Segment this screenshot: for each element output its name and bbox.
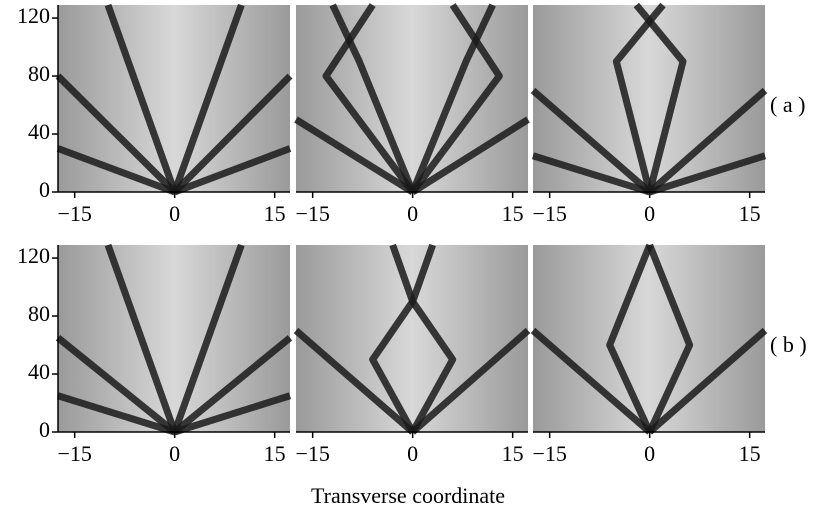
beam bbox=[633, 2, 687, 193]
panel: −15 0 15 0 40 80 120 bbox=[17, 3, 293, 226]
x-tick-label: 0 bbox=[644, 441, 655, 466]
beam bbox=[171, 243, 245, 434]
beam bbox=[409, 3, 496, 194]
beam bbox=[56, 145, 176, 196]
beam bbox=[329, 3, 416, 194]
x-tick-label: 0 bbox=[407, 441, 418, 466]
y-tick-label: 80 bbox=[28, 301, 50, 326]
beam bbox=[104, 243, 178, 434]
beam bbox=[530, 87, 652, 195]
x-tick-label: 15 bbox=[502, 441, 524, 466]
beam bbox=[322, 3, 416, 195]
beam bbox=[606, 243, 653, 434]
x-tick-label: 0 bbox=[169, 201, 180, 226]
beam bbox=[173, 392, 292, 436]
density-map bbox=[533, 5, 765, 192]
beam bbox=[410, 116, 530, 195]
beam bbox=[56, 392, 176, 436]
x-tick-label: 15 bbox=[264, 441, 286, 466]
panel: −15 0 15 bbox=[293, 243, 531, 466]
density-map bbox=[533, 245, 765, 432]
beam bbox=[531, 152, 651, 196]
y-tick-label: 120 bbox=[17, 243, 50, 268]
y-tick-label: 80 bbox=[28, 61, 50, 86]
beam bbox=[409, 3, 503, 195]
panel: −15 0 15 bbox=[530, 2, 768, 226]
beam bbox=[646, 243, 694, 434]
x-tick-label: −15 bbox=[57, 201, 91, 226]
panel: −15 0 15 bbox=[530, 243, 768, 466]
y-tick-label: 40 bbox=[28, 359, 50, 384]
beam bbox=[647, 327, 768, 435]
beam bbox=[104, 3, 178, 194]
beam bbox=[648, 152, 767, 196]
x-tick-label: 15 bbox=[264, 201, 286, 226]
beam bbox=[55, 73, 178, 195]
density-map bbox=[58, 245, 290, 432]
x-tick-label: −15 bbox=[532, 441, 566, 466]
beam bbox=[294, 116, 415, 195]
x-tick-label: 0 bbox=[644, 201, 655, 226]
y-tick-label: 0 bbox=[39, 177, 50, 202]
y-tick-label: 0 bbox=[39, 417, 50, 442]
x-tick-label: 15 bbox=[739, 441, 761, 466]
x-axis-label: Transverse coordinate bbox=[311, 483, 505, 508]
panel: −15 0 15 0 40 80 120 bbox=[17, 243, 293, 466]
beam bbox=[172, 335, 293, 435]
beam bbox=[530, 327, 652, 435]
density-map bbox=[296, 245, 528, 432]
beam bbox=[647, 87, 768, 195]
beam bbox=[171, 3, 245, 194]
beam bbox=[409, 243, 457, 434]
row-label: ( b ) bbox=[770, 332, 807, 357]
x-tick-label: −15 bbox=[295, 441, 329, 466]
y-tick-label: 120 bbox=[17, 3, 50, 28]
x-tick-label: 0 bbox=[169, 441, 180, 466]
x-tick-label: −15 bbox=[295, 201, 329, 226]
density-map bbox=[296, 5, 528, 192]
beam bbox=[410, 327, 531, 435]
x-tick-label: 0 bbox=[407, 201, 418, 226]
beam bbox=[55, 335, 177, 435]
beam bbox=[173, 145, 292, 196]
beam bbox=[369, 243, 417, 434]
y-tick-label: 40 bbox=[28, 119, 50, 144]
x-tick-label: −15 bbox=[57, 441, 91, 466]
panel: −15 0 15 bbox=[294, 3, 530, 226]
row-label: ( a ) bbox=[770, 92, 805, 117]
beam bbox=[293, 327, 415, 435]
x-tick-label: 15 bbox=[502, 201, 524, 226]
x-tick-label: −15 bbox=[532, 201, 566, 226]
beam bbox=[172, 73, 293, 195]
x-tick-label: 15 bbox=[739, 201, 761, 226]
